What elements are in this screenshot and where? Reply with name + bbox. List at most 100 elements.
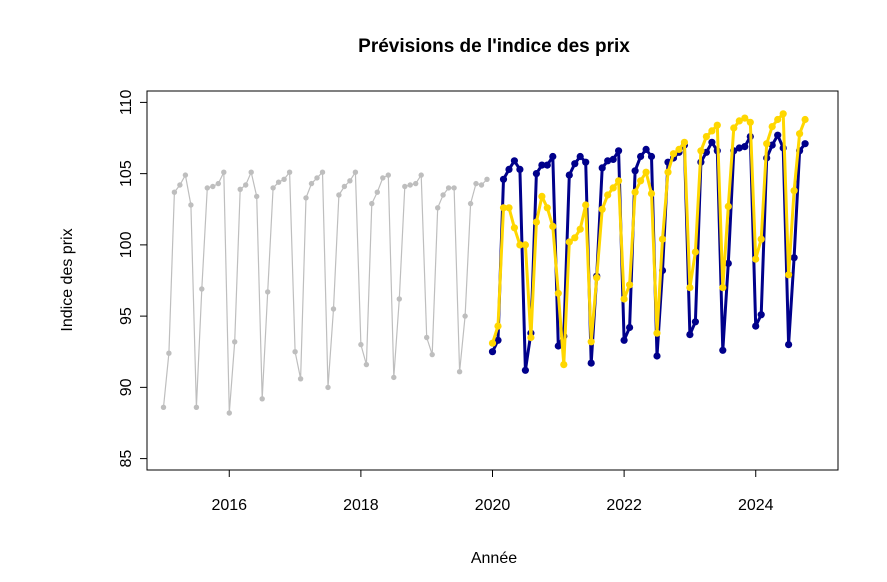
data-point <box>505 165 513 173</box>
data-point <box>669 150 678 158</box>
data-point <box>741 143 749 151</box>
data-point <box>752 322 760 330</box>
y-tick-label: 105 <box>118 160 135 187</box>
data-point <box>488 348 497 356</box>
data-point <box>724 202 732 210</box>
data-point <box>505 204 513 212</box>
data-point <box>204 185 210 191</box>
data-point <box>730 124 738 132</box>
data-point <box>626 281 634 289</box>
data-point <box>363 361 370 368</box>
data-point <box>785 341 793 349</box>
data-point <box>516 165 524 173</box>
data-point <box>757 235 765 243</box>
data-point <box>647 190 656 198</box>
y-tick-label: 90 <box>118 378 135 396</box>
data-point <box>576 225 584 233</box>
data-point <box>336 192 342 198</box>
data-point <box>719 346 727 354</box>
data-point <box>226 410 232 416</box>
data-point <box>763 140 771 148</box>
data-point <box>697 147 705 155</box>
data-point <box>702 148 711 156</box>
data-point <box>571 160 579 168</box>
data-point <box>402 183 408 190</box>
data-point <box>286 169 293 175</box>
x-axis: 2016 2018 2020 2022 2024 <box>211 469 774 514</box>
data-point <box>686 284 694 292</box>
data-point <box>593 274 601 282</box>
data-point <box>615 147 623 155</box>
data-point <box>565 238 573 246</box>
data-point <box>254 193 260 200</box>
data-point <box>484 176 490 182</box>
data-point <box>741 114 749 122</box>
data-point <box>369 200 375 207</box>
data-point <box>735 117 743 125</box>
data-point <box>237 186 243 192</box>
x-tick-label: 2018 <box>343 497 379 514</box>
data-point <box>193 404 200 410</box>
data-point <box>347 178 353 184</box>
data-point <box>708 138 716 146</box>
data-point <box>626 323 634 332</box>
data-point <box>587 359 595 367</box>
data-point <box>779 110 787 118</box>
data-point <box>281 176 287 182</box>
data-point <box>658 235 667 243</box>
data-point <box>571 234 579 242</box>
data-point <box>413 180 419 187</box>
data-point <box>549 152 557 161</box>
data-point <box>440 192 446 198</box>
y-axis-label: Indice des prix <box>59 228 76 331</box>
data-point <box>232 339 238 345</box>
y-axis: 85 90 95 100 105 110 <box>118 90 148 468</box>
data-point <box>637 177 645 185</box>
data-point <box>801 115 809 124</box>
data-point <box>499 204 508 212</box>
data-point <box>499 175 508 183</box>
x-tick-label: 2024 <box>738 497 774 514</box>
data-point <box>746 118 754 126</box>
data-point <box>199 286 205 292</box>
data-point <box>265 289 271 295</box>
data-point <box>675 145 683 153</box>
data-point <box>691 248 700 256</box>
y-tick-label: 100 <box>118 231 135 258</box>
data-point <box>735 144 743 152</box>
x-axis-label: Année <box>471 550 517 567</box>
data-point <box>380 175 386 181</box>
y-tick-label: 85 <box>118 450 135 468</box>
data-point <box>319 169 326 175</box>
data-point <box>243 182 249 188</box>
data-point <box>445 185 452 191</box>
data-point <box>473 180 479 187</box>
data-point <box>642 168 650 176</box>
data-point <box>768 141 776 149</box>
data-point <box>325 384 331 391</box>
data-point <box>292 349 298 355</box>
data-point <box>407 182 413 188</box>
data-point <box>352 169 359 175</box>
data-point <box>516 241 524 249</box>
data-point <box>554 289 562 297</box>
data-point <box>609 184 617 192</box>
data-point <box>576 152 584 161</box>
data-point <box>637 152 645 161</box>
data-point <box>488 339 497 347</box>
data-point <box>538 192 546 200</box>
data-point <box>374 189 380 195</box>
data-point <box>708 127 716 135</box>
data-point <box>543 204 551 212</box>
data-point <box>757 311 765 319</box>
data-point <box>527 333 535 342</box>
data-point <box>456 369 463 375</box>
data-point <box>647 152 656 161</box>
y-tick-label: 110 <box>118 90 135 116</box>
data-point <box>587 338 595 346</box>
data-point <box>396 296 402 302</box>
data-point <box>221 169 227 175</box>
data-point <box>358 341 364 348</box>
data-point <box>582 158 590 166</box>
